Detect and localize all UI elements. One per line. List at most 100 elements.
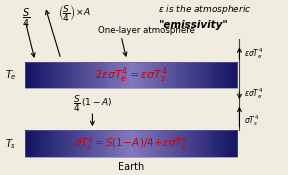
Bar <box>31 62 33 88</box>
Bar <box>207 62 209 88</box>
Bar <box>79 62 80 88</box>
Bar <box>152 130 154 157</box>
Bar <box>113 130 115 157</box>
Bar <box>67 130 69 157</box>
Bar <box>218 130 219 157</box>
Text: $\dfrac{S}{4}\,(1-A)$: $\dfrac{S}{4}\,(1-A)$ <box>73 93 112 114</box>
Bar <box>232 62 234 88</box>
Bar <box>227 62 229 88</box>
Bar <box>55 130 56 157</box>
Bar <box>212 62 213 88</box>
Bar <box>198 130 200 157</box>
Bar <box>137 62 139 88</box>
Bar <box>105 130 106 157</box>
Bar <box>106 62 108 88</box>
Bar <box>224 62 226 88</box>
Text: $T_e$: $T_e$ <box>5 68 16 82</box>
Bar <box>162 62 163 88</box>
Bar <box>192 130 193 157</box>
Bar <box>215 62 216 88</box>
Bar <box>111 130 112 157</box>
Bar <box>142 62 144 88</box>
Bar <box>63 62 65 88</box>
Bar <box>56 62 57 88</box>
Bar <box>207 130 208 157</box>
Bar <box>197 62 198 88</box>
Bar <box>208 130 209 157</box>
Bar <box>147 130 149 157</box>
Bar <box>82 62 84 88</box>
Bar <box>222 62 223 88</box>
Bar <box>120 62 122 88</box>
Bar <box>194 130 195 157</box>
Bar <box>176 62 177 88</box>
Bar <box>211 62 212 88</box>
Bar <box>65 130 66 157</box>
Bar <box>152 62 154 88</box>
Bar <box>223 62 224 88</box>
Bar <box>206 62 207 88</box>
Bar <box>234 130 235 157</box>
Bar <box>141 130 142 157</box>
Bar <box>123 62 124 88</box>
Bar <box>74 130 75 157</box>
Bar <box>94 62 96 88</box>
Bar <box>210 130 212 157</box>
Bar <box>209 62 210 88</box>
Bar <box>140 62 142 88</box>
Bar <box>58 130 60 157</box>
Bar <box>62 130 64 157</box>
Bar <box>153 62 154 88</box>
Bar <box>200 62 201 88</box>
Bar <box>36 62 38 88</box>
Bar <box>184 62 185 88</box>
Bar <box>115 130 116 157</box>
Bar <box>56 130 57 157</box>
Bar <box>112 62 113 88</box>
Bar <box>137 130 138 157</box>
Bar <box>165 62 166 88</box>
Bar <box>157 62 158 88</box>
Bar <box>207 130 209 157</box>
Bar <box>29 130 30 157</box>
Bar <box>100 130 101 157</box>
Bar <box>58 62 60 88</box>
Bar <box>159 62 160 88</box>
Bar <box>113 130 114 157</box>
Bar <box>92 62 94 88</box>
Bar <box>225 130 226 157</box>
Bar <box>182 130 183 157</box>
Text: $\varepsilon$ is the atmospheric: $\varepsilon$ is the atmospheric <box>158 3 252 16</box>
Bar <box>137 130 139 157</box>
Text: One-layer atmosphere: One-layer atmosphere <box>98 26 195 35</box>
Bar <box>67 130 68 157</box>
Text: "emissivity": "emissivity" <box>158 20 228 30</box>
Bar <box>164 62 166 88</box>
Bar <box>221 130 222 157</box>
Bar <box>72 62 73 88</box>
Bar <box>177 130 178 157</box>
Bar <box>126 130 127 157</box>
Bar <box>25 62 237 88</box>
Bar <box>53 130 55 157</box>
Bar <box>234 130 236 157</box>
Bar <box>108 62 109 88</box>
Bar <box>149 130 150 157</box>
Bar <box>172 130 173 157</box>
Bar <box>194 62 195 88</box>
Bar <box>219 62 221 88</box>
Bar <box>163 62 164 88</box>
Bar <box>144 62 145 88</box>
Bar <box>174 130 175 157</box>
Bar <box>133 130 134 157</box>
Bar <box>179 62 180 88</box>
Bar <box>171 62 173 88</box>
Bar <box>155 130 156 157</box>
Bar <box>26 130 27 157</box>
Bar <box>221 62 222 88</box>
Bar <box>126 62 127 88</box>
Bar <box>36 130 37 157</box>
Bar <box>64 62 65 88</box>
Bar <box>77 62 79 88</box>
Bar <box>118 130 119 157</box>
